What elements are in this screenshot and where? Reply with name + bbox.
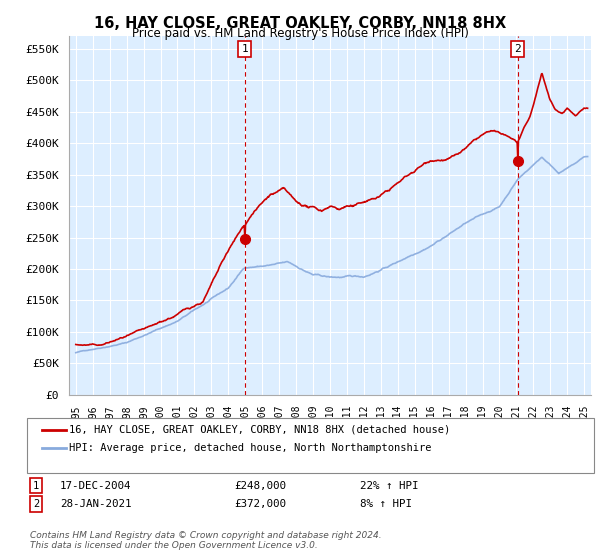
Text: 1: 1 <box>241 44 248 54</box>
Text: 2: 2 <box>514 44 521 54</box>
Text: 16, HAY CLOSE, GREAT OAKLEY, CORBY, NN18 8HX: 16, HAY CLOSE, GREAT OAKLEY, CORBY, NN18… <box>94 16 506 31</box>
Text: Contains HM Land Registry data © Crown copyright and database right 2024.
This d: Contains HM Land Registry data © Crown c… <box>30 531 382 550</box>
Text: Price paid vs. HM Land Registry's House Price Index (HPI): Price paid vs. HM Land Registry's House … <box>131 27 469 40</box>
Text: HPI: Average price, detached house, North Northamptonshire: HPI: Average price, detached house, Nort… <box>69 443 431 453</box>
Text: 8% ↑ HPI: 8% ↑ HPI <box>360 499 412 509</box>
Text: 17-DEC-2004: 17-DEC-2004 <box>60 480 131 491</box>
Text: 16, HAY CLOSE, GREAT OAKLEY, CORBY, NN18 8HX (detached house): 16, HAY CLOSE, GREAT OAKLEY, CORBY, NN18… <box>69 424 450 435</box>
Text: £248,000: £248,000 <box>234 480 286 491</box>
Text: 28-JAN-2021: 28-JAN-2021 <box>60 499 131 509</box>
Text: 2: 2 <box>33 499 39 509</box>
Text: 1: 1 <box>33 480 39 491</box>
Text: 22% ↑ HPI: 22% ↑ HPI <box>360 480 419 491</box>
Text: £372,000: £372,000 <box>234 499 286 509</box>
